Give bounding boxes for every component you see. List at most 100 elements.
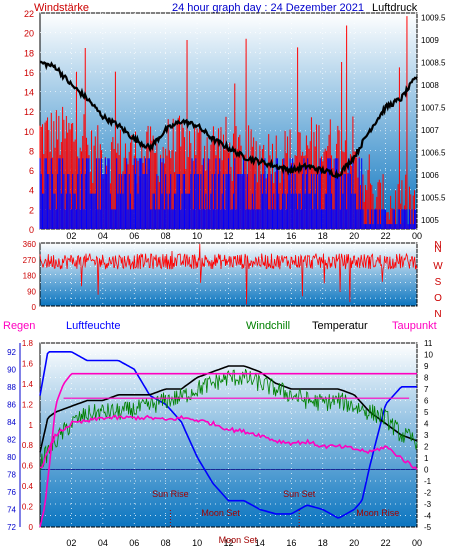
temp-tick-label: 9 <box>424 362 429 371</box>
direction-tick-label: 0 <box>32 303 37 312</box>
x-tick-label: 16 <box>286 538 296 548</box>
wind-tick-label: 4 <box>29 186 34 196</box>
x-tick-label: 20 <box>349 231 359 241</box>
legend-windchill: Windchill <box>246 320 291 332</box>
temp-tick-label: 3 <box>424 431 429 440</box>
direction-tick-label: 90 <box>27 287 36 296</box>
pressure-tick-label: 1009.5 <box>421 14 446 23</box>
center-title: 24 hour graph day : 24 Dezember 2021 <box>172 2 364 14</box>
temp-tick-label: 6 <box>424 397 429 406</box>
series-regen <box>39 372 417 528</box>
direction-tick-label: 360 <box>23 240 37 249</box>
pressure-tick-label: 1007 <box>421 126 439 135</box>
x-tick-label: 00 <box>412 231 422 241</box>
humidity-tick-label: 74 <box>7 505 16 514</box>
pressure-tick-label: 1005 <box>421 216 439 225</box>
wind-tick-label: 6 <box>29 166 34 176</box>
x-tick-label: 06 <box>129 231 139 241</box>
temp-tick-label: 7 <box>424 385 429 394</box>
humidity-tick-label: 88 <box>7 383 16 392</box>
right-title: Luftdruck <box>372 2 418 14</box>
pressure-tick-label: 1008.5 <box>421 59 446 68</box>
rain-tick-label: 1.6 <box>22 359 34 368</box>
rain-tick-label: 0.4 <box>22 482 34 491</box>
x-tick-label: 04 <box>98 538 108 548</box>
x-tick-label: 10 <box>192 231 202 241</box>
wind-tick-label: 2 <box>29 205 34 215</box>
rain-tick-label: 0.8 <box>22 441 34 450</box>
temp-tick-label: 1 <box>424 454 429 463</box>
legend-humidity: Luftfeuchte <box>66 320 121 332</box>
temp-tick-label: 10 <box>424 351 433 360</box>
wind-tick-label: 16 <box>24 68 34 78</box>
annotation-label: Sun Rise <box>152 489 189 499</box>
wind-tick-label: 10 <box>24 127 34 137</box>
wind-tick-label: 12 <box>24 107 34 117</box>
x-tick-label: 18 <box>318 538 328 548</box>
legend-dewpoint: Taupunkt <box>392 320 437 332</box>
humidity-tick-label: 78 <box>7 470 16 479</box>
humidity-tick-label: 72 <box>7 523 16 532</box>
x-tick-label: 12 <box>223 538 233 548</box>
series-windchill <box>39 369 418 471</box>
wind-direction-line <box>39 243 418 305</box>
temp-tick-label: 8 <box>424 374 429 383</box>
pressure-tick-label: 1005.5 <box>421 194 446 203</box>
series-temperatur <box>39 365 418 453</box>
annotation-label: Moon Set <box>201 508 240 518</box>
temp-tick-label: 0 <box>424 466 429 475</box>
wind-tick-label: 14 <box>24 88 34 98</box>
temp-tick-label: -1 <box>424 477 432 486</box>
pressure-tick-label: 1008 <box>421 81 439 90</box>
annotation-label: Moon Set <box>219 535 258 545</box>
compass-label: N <box>434 309 441 320</box>
x-tick-label: 16 <box>286 231 296 241</box>
temp-tick-label: -5 <box>424 523 432 532</box>
rain-tick-label: 1.8 <box>22 339 34 348</box>
compass-label: O <box>434 293 442 304</box>
temp-tick-label: 2 <box>424 443 429 452</box>
temp-tick-label: 4 <box>424 420 429 429</box>
x-tick-label: 14 <box>255 538 265 548</box>
x-tick-label: 14 <box>255 231 265 241</box>
wind-tick-label: 18 <box>24 48 34 58</box>
series-luftfeuchte <box>39 351 417 519</box>
x-tick-label: 06 <box>129 538 139 548</box>
rain-tick-label: 1 <box>29 421 34 430</box>
x-tick-label: 18 <box>318 231 328 241</box>
legend-rain: Regen <box>3 320 36 332</box>
x-tick-label: 12 <box>223 231 233 241</box>
rain-tick-label: 0.2 <box>22 503 34 512</box>
humidity-tick-label: 80 <box>7 453 16 462</box>
humidity-tick-label: 84 <box>7 418 16 427</box>
direction-tick-label: 180 <box>23 272 37 281</box>
temp-tick-label: 11 <box>424 339 433 348</box>
temp-tick-label: -3 <box>424 500 432 509</box>
wind-tick-label: 0 <box>29 225 34 235</box>
humidity-tick-label: 92 <box>7 348 16 357</box>
annotation-label: Sun Set <box>283 489 316 499</box>
compass-label: N <box>434 244 441 255</box>
humidity-tick-label: 90 <box>7 365 16 374</box>
series-taupunkt <box>39 414 418 470</box>
humidity-tick-label: 86 <box>7 400 16 409</box>
pressure-tick-label: 1006 <box>421 171 439 180</box>
temp-tick-label: -2 <box>424 489 432 498</box>
rain-tick-label: 0.6 <box>22 462 34 471</box>
x-tick-label: 02 <box>66 538 76 548</box>
x-tick-label: 20 <box>349 538 359 548</box>
humidity-tick-label: 82 <box>7 435 16 444</box>
wind-tick-label: 20 <box>24 29 34 39</box>
pressure-tick-label: 1006.5 <box>421 149 446 158</box>
rain-tick-label: 1.2 <box>22 400 34 409</box>
annotation-label: Moon Rise <box>356 508 399 518</box>
pressure-tick-label: 1009 <box>421 36 439 45</box>
rain-tick-label: 0 <box>29 523 34 532</box>
pressure-line <box>39 60 418 180</box>
x-tick-label: 04 <box>98 231 108 241</box>
left-title: Windstärke <box>34 2 89 14</box>
x-tick-label: 10 <box>192 538 202 548</box>
wind-tick-label: 22 <box>24 9 34 19</box>
compass-label: W <box>433 261 443 272</box>
